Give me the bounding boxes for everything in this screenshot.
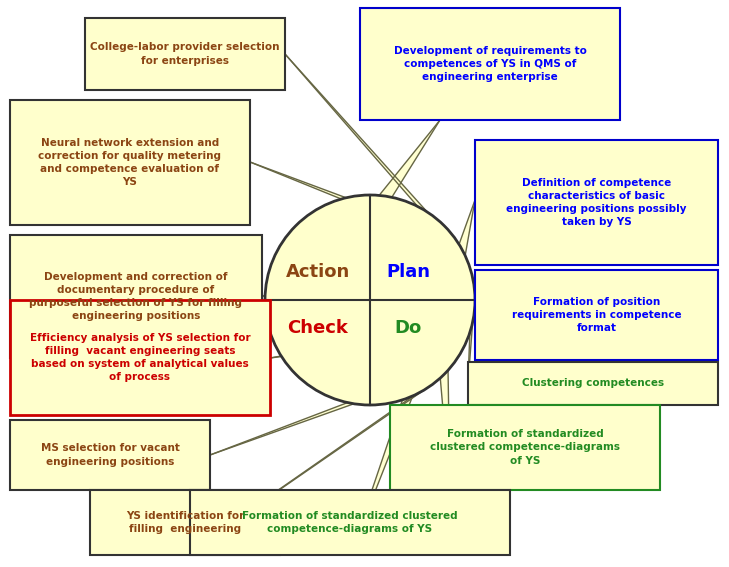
FancyBboxPatch shape <box>10 100 250 225</box>
Text: Clustering competences: Clustering competences <box>522 379 664 388</box>
FancyBboxPatch shape <box>190 490 510 555</box>
Polygon shape <box>459 200 475 256</box>
Polygon shape <box>262 284 475 296</box>
FancyBboxPatch shape <box>90 490 280 555</box>
FancyBboxPatch shape <box>468 362 718 405</box>
Text: Action: Action <box>286 263 350 281</box>
Text: Formation of standardized
clustered competence-diagrams
of YS: Formation of standardized clustered comp… <box>430 429 620 466</box>
Circle shape <box>265 195 475 405</box>
FancyBboxPatch shape <box>360 8 620 120</box>
Text: Neural network extension and
correction for quality metering
and competence eval: Neural network extension and correction … <box>39 138 222 187</box>
Polygon shape <box>250 162 461 248</box>
Polygon shape <box>350 396 413 555</box>
Text: Development and correction of
documentary procedure of
purposeful selection of Y: Development and correction of documentar… <box>29 272 243 321</box>
Text: Definition of competence
characteristics of basic
engineering positions possibly: Definition of competence characteristics… <box>506 177 687 227</box>
Text: College-labor provider selection
for enterprises: College-labor provider selection for ent… <box>90 43 280 66</box>
Polygon shape <box>474 284 475 315</box>
FancyBboxPatch shape <box>10 235 262 358</box>
FancyBboxPatch shape <box>10 300 270 415</box>
Text: Do: Do <box>394 319 421 337</box>
Polygon shape <box>379 120 440 197</box>
FancyBboxPatch shape <box>390 405 660 490</box>
FancyBboxPatch shape <box>10 420 210 490</box>
Polygon shape <box>270 322 472 358</box>
Text: Formation of position
requirements in competence
format: Formation of position requirements in co… <box>512 297 682 333</box>
Polygon shape <box>285 54 427 212</box>
Polygon shape <box>185 390 424 555</box>
Text: MS selection for vacant
engineering positions: MS selection for vacant engineering posi… <box>41 443 179 467</box>
Polygon shape <box>468 322 472 383</box>
FancyBboxPatch shape <box>475 140 718 265</box>
FancyBboxPatch shape <box>85 18 285 90</box>
Text: Efficiency analysis of YS selection for
filling  vacant engineering seats
based : Efficiency analysis of YS selection for … <box>30 333 250 382</box>
Text: Formation of standardized clustered
competence-diagrams of YS: Formation of standardized clustered comp… <box>242 511 458 534</box>
FancyBboxPatch shape <box>475 270 718 360</box>
Polygon shape <box>210 362 455 455</box>
Text: Check: Check <box>287 319 348 337</box>
Text: Development of requirements to
competences of YS in QMS of
engineering enterpris: Development of requirements to competenc… <box>394 46 586 82</box>
Text: YS identification for
filling  engineering: YS identification for filling engineerin… <box>126 511 244 534</box>
Text: Plan: Plan <box>386 263 430 281</box>
Polygon shape <box>440 370 450 490</box>
